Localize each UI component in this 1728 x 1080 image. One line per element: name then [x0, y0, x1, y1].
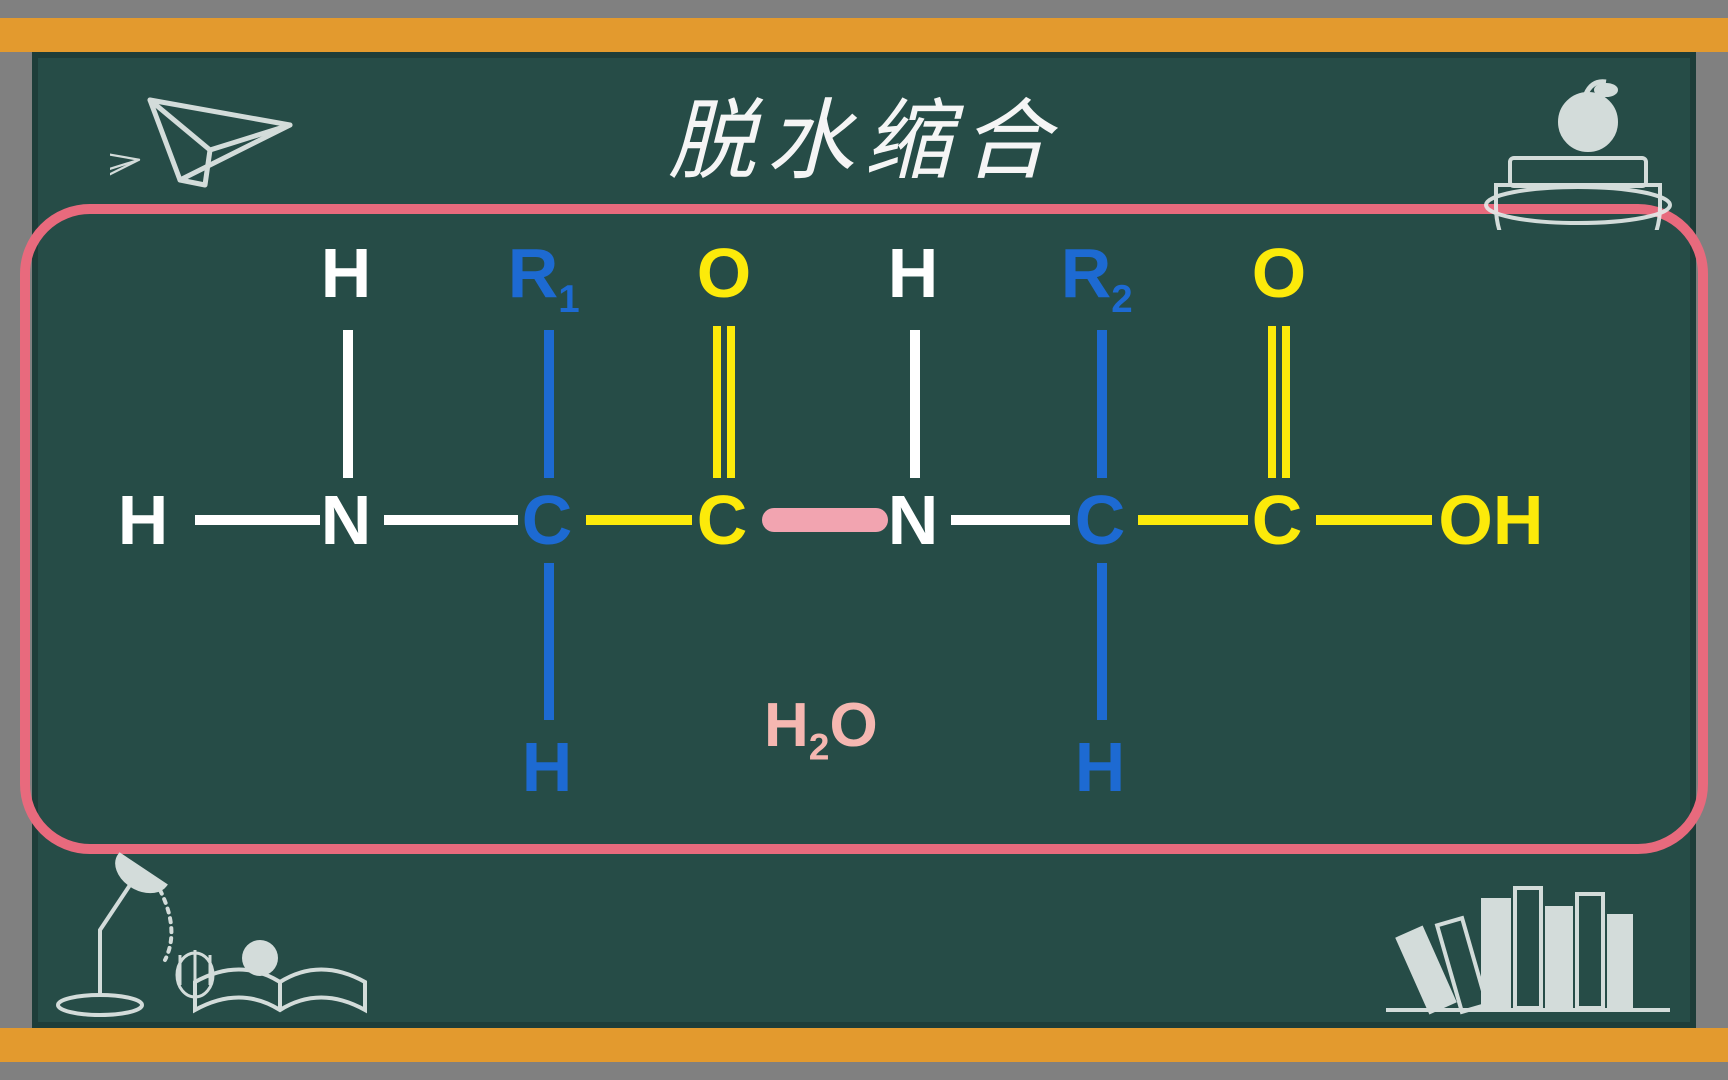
atom-C3: C: [1075, 485, 1126, 555]
atom-C4: C: [1252, 485, 1303, 555]
bond-vertical: [544, 330, 554, 478]
atom-N1: N: [321, 485, 372, 555]
bond-vertical: [910, 330, 920, 478]
page-root: 脱水缩合 HNHCR1HCONHCR2HCOOHH2O: [0, 0, 1728, 1080]
bookshelf-icon: [1383, 858, 1673, 1018]
bond-horizontal: [1316, 515, 1432, 525]
bond-horizontal: [586, 515, 692, 525]
bond-vertical: [544, 563, 554, 720]
atom-O1: O: [697, 238, 751, 308]
bond-horizontal: [384, 515, 518, 525]
bond-vertical: [343, 330, 353, 478]
water-label: H2O: [764, 690, 878, 768]
bond-horizontal: [1138, 515, 1248, 525]
bond-horizontal: [195, 515, 320, 525]
books-apple-icon: [1478, 70, 1678, 230]
atom-C1: C: [522, 485, 573, 555]
atom-H_left: H: [118, 485, 169, 555]
atom-O2: O: [1252, 238, 1306, 308]
atom-H_C3_bot: H: [1075, 732, 1126, 802]
atom-N2: N: [888, 485, 939, 555]
atom-H_C1_bot: H: [522, 732, 573, 802]
atom-R2: R2: [1061, 238, 1133, 320]
atom-H_N2_top: H: [888, 238, 939, 308]
bond-horizontal: [951, 515, 1070, 525]
bond-horizontal: [762, 508, 888, 532]
bond-vertical: [1097, 563, 1107, 720]
atom-R1: R1: [508, 238, 580, 320]
atom-OH: OH: [1438, 485, 1543, 555]
bond-vertical: [1097, 330, 1107, 478]
lamp-book-icon: [45, 820, 375, 1020]
paper-plane-icon: [110, 80, 310, 200]
atom-C2: C: [697, 485, 748, 555]
atom-H_N1_top: H: [321, 238, 372, 308]
